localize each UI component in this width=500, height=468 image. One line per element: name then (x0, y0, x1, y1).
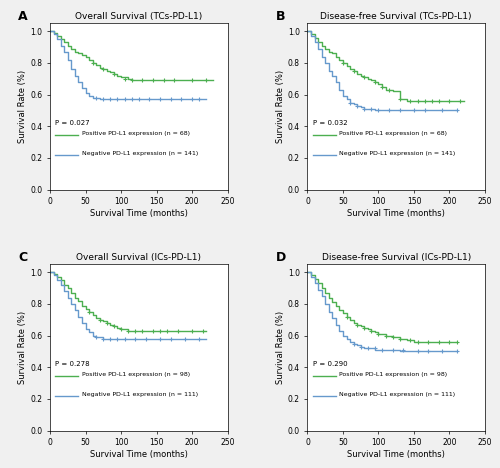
Text: A: A (18, 10, 28, 23)
X-axis label: Survival Time (months): Survival Time (months) (90, 450, 188, 459)
Text: P = 0.027: P = 0.027 (56, 120, 90, 126)
Text: D: D (276, 251, 285, 264)
Text: Positive PD-L1 expression (n = 98): Positive PD-L1 expression (n = 98) (340, 372, 448, 377)
Text: Positive PD-L1 expression (n = 68): Positive PD-L1 expression (n = 68) (340, 131, 448, 136)
Y-axis label: Survival Rate (%): Survival Rate (%) (276, 311, 285, 384)
Text: Negative PD-L1 expression (n = 141): Negative PD-L1 expression (n = 141) (82, 151, 198, 155)
Text: Negative PD-L1 expression (n = 141): Negative PD-L1 expression (n = 141) (340, 151, 456, 155)
Text: Positive PD-L1 expression (n = 98): Positive PD-L1 expression (n = 98) (82, 372, 190, 377)
Title: Overall Survival (TCs-PD-L1): Overall Survival (TCs-PD-L1) (75, 12, 202, 21)
Y-axis label: Survival Rate (%): Survival Rate (%) (18, 311, 28, 384)
Text: P = 0.290: P = 0.290 (313, 361, 348, 367)
Title: Overall Survival (ICs-PD-L1): Overall Survival (ICs-PD-L1) (76, 253, 202, 262)
X-axis label: Survival Time (months): Survival Time (months) (348, 450, 445, 459)
X-axis label: Survival Time (months): Survival Time (months) (90, 209, 188, 218)
Text: C: C (18, 251, 27, 264)
Y-axis label: Survival Rate (%): Survival Rate (%) (18, 70, 28, 143)
Text: Positive PD-L1 expression (n = 68): Positive PD-L1 expression (n = 68) (82, 131, 190, 136)
X-axis label: Survival Time (months): Survival Time (months) (348, 209, 445, 218)
Text: Negative PD-L1 expression (n = 111): Negative PD-L1 expression (n = 111) (82, 392, 198, 396)
Y-axis label: Survival Rate (%): Survival Rate (%) (276, 70, 285, 143)
Title: Disease-free Survival (ICs-PD-L1): Disease-free Survival (ICs-PD-L1) (322, 253, 471, 262)
Text: P = 0.032: P = 0.032 (313, 120, 348, 126)
Text: Negative PD-L1 expression (n = 111): Negative PD-L1 expression (n = 111) (340, 392, 456, 396)
Title: Disease-free Survival (TCs-PD-L1): Disease-free Survival (TCs-PD-L1) (320, 12, 472, 21)
Text: B: B (276, 10, 285, 23)
Text: P = 0.278: P = 0.278 (56, 361, 90, 367)
